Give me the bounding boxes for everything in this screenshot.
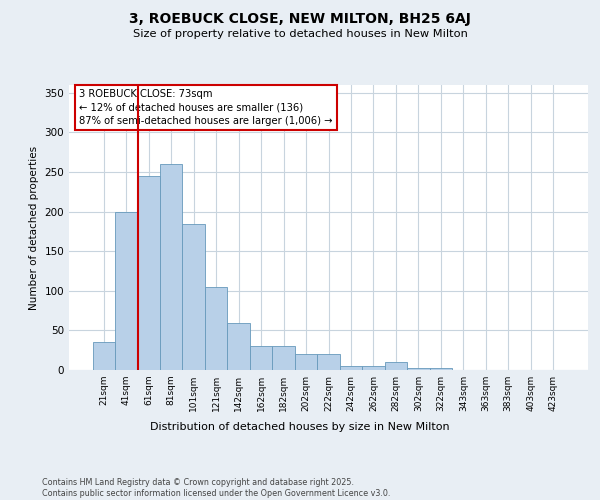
Text: 3 ROEBUCK CLOSE: 73sqm
← 12% of detached houses are smaller (136)
87% of semi-de: 3 ROEBUCK CLOSE: 73sqm ← 12% of detached…: [79, 90, 333, 126]
Bar: [295, 354, 317, 370]
Bar: [182, 224, 205, 370]
Bar: [430, 368, 452, 370]
Text: Distribution of detached houses by size in New Milton: Distribution of detached houses by size …: [150, 422, 450, 432]
Bar: [205, 287, 227, 370]
Bar: [115, 212, 137, 370]
Text: 3, ROEBUCK CLOSE, NEW MILTON, BH25 6AJ: 3, ROEBUCK CLOSE, NEW MILTON, BH25 6AJ: [129, 12, 471, 26]
Bar: [227, 322, 250, 370]
Bar: [92, 342, 115, 370]
Bar: [385, 362, 407, 370]
Bar: [362, 366, 385, 370]
Y-axis label: Number of detached properties: Number of detached properties: [29, 146, 39, 310]
Text: Contains HM Land Registry data © Crown copyright and database right 2025.
Contai: Contains HM Land Registry data © Crown c…: [42, 478, 391, 498]
Text: Size of property relative to detached houses in New Milton: Size of property relative to detached ho…: [133, 29, 467, 39]
Bar: [137, 176, 160, 370]
Bar: [250, 346, 272, 370]
Bar: [160, 164, 182, 370]
Bar: [340, 366, 362, 370]
Bar: [317, 354, 340, 370]
Bar: [407, 368, 430, 370]
Bar: [272, 346, 295, 370]
